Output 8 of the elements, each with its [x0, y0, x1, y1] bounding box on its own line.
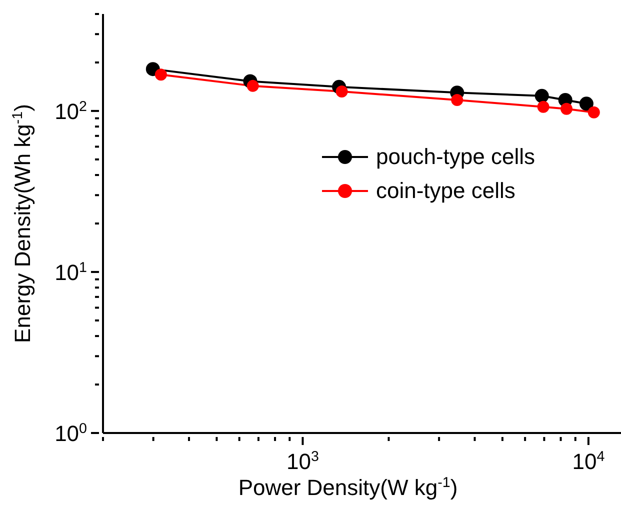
y-tick-label: 10$^{2}$	[54, 98, 88, 124]
legend-label: pouch-type cells	[376, 144, 535, 170]
y-tick-label: 10$^{1}$	[54, 260, 88, 285]
legend-label: coin-type cells	[376, 178, 516, 204]
x-tick-label: 10$^{4}$	[572, 449, 605, 474]
x-tick-label: 10$^{3}$	[286, 449, 319, 474]
y-tick-label: 10$^{0}$	[54, 421, 88, 446]
x-axis-title: Power Density(W kg$^{-1}$)	[238, 475, 458, 500]
